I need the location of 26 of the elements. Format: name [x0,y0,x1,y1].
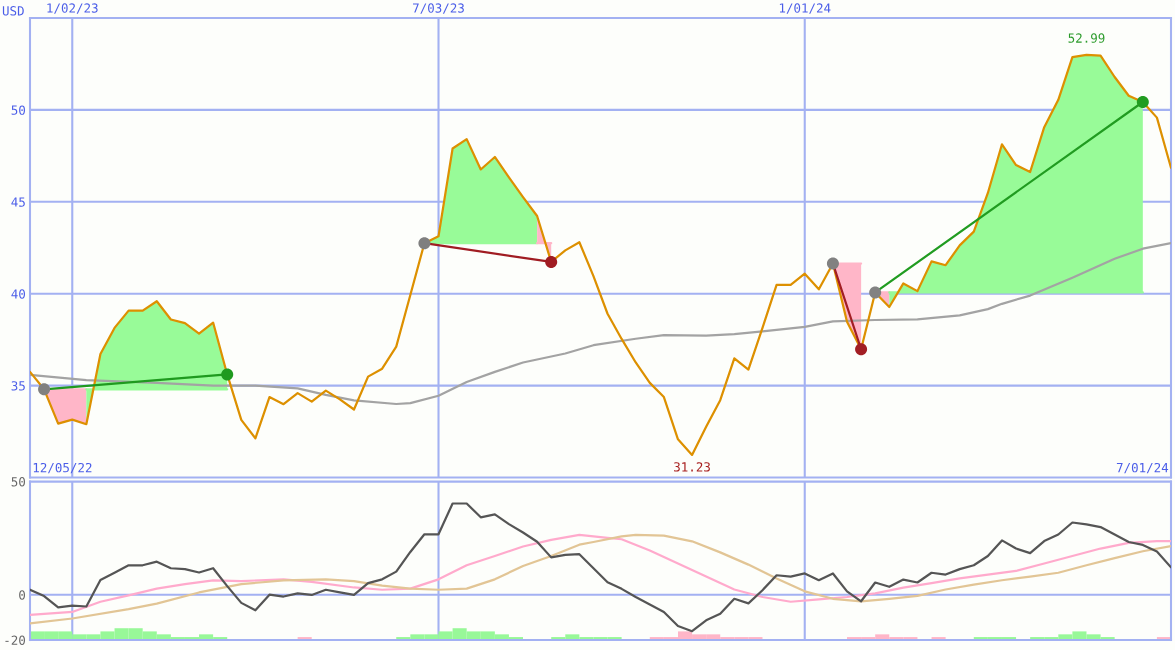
y-tick-label: 35 [11,381,25,391]
x-tick-label: 1/02/23 [47,3,98,14]
y-tick-label: 0 [19,590,26,600]
y-tick-label: 40 [11,289,26,299]
point [38,383,51,396]
annotation: 12/05/22 [33,462,92,474]
point [1136,95,1149,109]
annotation: 52.99 [1068,33,1105,43]
x-tick-label: 1/01/24 [779,3,831,14]
x-tick-label: 7/03/23 [413,3,464,14]
line-series [30,502,1171,633]
point [545,255,558,268]
y-tick-label: 45 [11,197,25,207]
point [826,257,839,270]
point [418,237,431,250]
point [869,286,882,299]
y-axis-title: USD [2,6,24,16]
y-tick-label: 50 [11,105,26,115]
line-series [30,242,1171,406]
annotation: 7/01/24 [1116,462,1169,474]
line-series [30,53,1171,457]
point [221,368,234,381]
point [855,343,868,356]
y-tick-label: 50 [11,477,26,487]
annotation: 31.23 [674,462,710,472]
y-tick-label: -20 [5,635,26,645]
